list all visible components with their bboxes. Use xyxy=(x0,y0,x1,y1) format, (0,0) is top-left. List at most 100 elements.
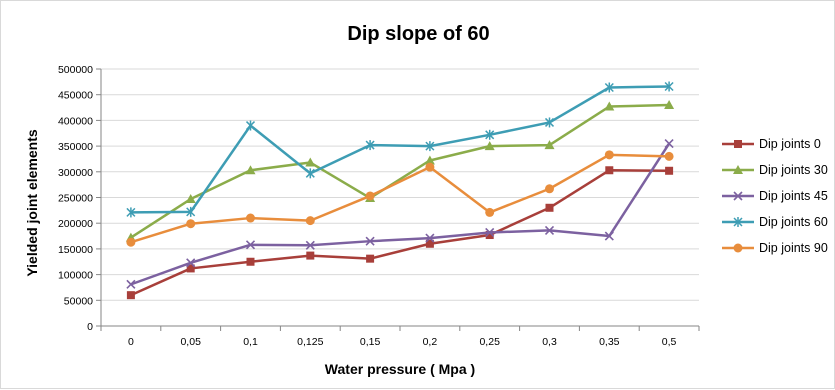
y-tick-label: 350000 xyxy=(58,141,93,153)
data-point xyxy=(425,162,435,172)
data-point xyxy=(365,140,375,151)
data-point xyxy=(544,225,555,235)
series-4 xyxy=(126,150,674,247)
x-tick-label: 0 xyxy=(128,336,134,348)
data-point xyxy=(186,206,196,217)
data-point xyxy=(544,117,555,128)
x-tick-label: 0,05 xyxy=(180,336,201,348)
y-tick-label: 150000 xyxy=(58,244,93,256)
y-tick-label: 250000 xyxy=(58,193,93,205)
series-0 xyxy=(126,166,674,300)
data-point xyxy=(186,264,195,273)
data-point xyxy=(126,291,135,300)
y-tick-label: 450000 xyxy=(58,90,93,102)
x-axis-label: Water pressure ( Mpa ) xyxy=(324,361,476,377)
x-tick-label: 0,3 xyxy=(542,336,557,348)
data-point xyxy=(365,191,375,201)
legend-swatch xyxy=(722,217,754,227)
legend-item: Dip joints 30 xyxy=(721,157,828,183)
data-point xyxy=(665,166,674,175)
legend-item: Dip joints 45 xyxy=(721,183,828,209)
data-point xyxy=(545,203,554,212)
data-point xyxy=(425,239,434,248)
data-point xyxy=(664,151,674,161)
series-line xyxy=(130,153,670,244)
data-point xyxy=(664,99,675,109)
data-point xyxy=(425,233,435,243)
data-point xyxy=(424,155,435,165)
legend-swatch xyxy=(722,243,754,253)
data-point xyxy=(305,157,316,167)
data-point xyxy=(664,81,674,92)
data-point xyxy=(246,257,255,266)
data-point xyxy=(366,254,375,263)
series-1 xyxy=(125,99,675,242)
legend-item: Dip joints 60 xyxy=(721,209,828,235)
legend: Dip joints 0 Dip joints 30 Dip joints 45 Di… xyxy=(721,131,828,261)
data-point xyxy=(544,140,555,150)
x-tick-label: 0,1 xyxy=(243,336,258,348)
legend-label: Dip joints 45 xyxy=(759,189,828,203)
data-point xyxy=(126,237,136,247)
x-tick-label: 0,15 xyxy=(360,336,381,348)
y-tick-label: 100000 xyxy=(58,270,93,282)
series-lines xyxy=(125,81,675,300)
data-point xyxy=(365,236,375,246)
x-tick-label: 0,35 xyxy=(599,336,620,348)
legend-label: Dip joints 90 xyxy=(759,241,828,255)
x-tick-label: 0,2 xyxy=(423,336,438,348)
x-tick-label: 0,25 xyxy=(479,336,500,348)
data-point xyxy=(186,258,196,268)
data-point xyxy=(186,219,196,229)
legend-swatch xyxy=(722,140,754,148)
y-tick-label: 0 xyxy=(87,321,93,333)
x-tick-label: 0,125 xyxy=(297,336,323,348)
y-tick-label: 400000 xyxy=(58,115,93,127)
legend-item: Dip joints 0 xyxy=(721,131,828,157)
data-point xyxy=(245,120,256,131)
data-point xyxy=(305,240,315,250)
series-line xyxy=(130,85,670,214)
legend-marker xyxy=(733,217,743,227)
data-point xyxy=(605,166,614,175)
y-tick-label: 50000 xyxy=(64,295,93,307)
data-point xyxy=(305,168,315,179)
legend-marker xyxy=(733,191,743,201)
data-point xyxy=(305,216,315,226)
data-point xyxy=(126,279,136,289)
series-line xyxy=(130,169,670,297)
data-point xyxy=(604,82,614,93)
data-point xyxy=(604,101,615,111)
data-point xyxy=(484,141,495,151)
data-point xyxy=(306,251,315,260)
data-point xyxy=(604,231,614,241)
data-point xyxy=(185,194,196,204)
data-point xyxy=(485,207,495,217)
chart-title: Dip slope of 60 xyxy=(347,23,490,45)
legend-marker xyxy=(733,243,743,253)
axes: 0 50000 100000 150000 200000 250000 300000 3500… xyxy=(58,64,700,348)
legend-item: Dip joints 90 xyxy=(721,235,828,261)
data-point xyxy=(246,213,255,223)
legend-label: Dip joints 30 xyxy=(759,163,828,177)
legend-marker xyxy=(733,165,743,174)
legend-label: Dip joints 60 xyxy=(759,215,828,229)
data-point xyxy=(126,207,136,218)
data-point xyxy=(245,165,256,175)
y-tick-label: 500000 xyxy=(58,64,93,76)
legend-label: Dip joints 0 xyxy=(759,137,821,151)
y-tick-label: 300000 xyxy=(58,167,93,179)
data-point xyxy=(664,138,674,149)
data-point xyxy=(545,184,554,194)
y-tick-label: 200000 xyxy=(58,218,93,230)
data-point xyxy=(604,150,614,160)
legend-swatch xyxy=(722,191,754,201)
data-point xyxy=(425,141,435,152)
data-point xyxy=(485,129,495,140)
legend-swatch xyxy=(722,165,754,174)
data-point xyxy=(485,227,495,238)
data-point xyxy=(485,231,494,240)
data-point xyxy=(245,240,256,250)
